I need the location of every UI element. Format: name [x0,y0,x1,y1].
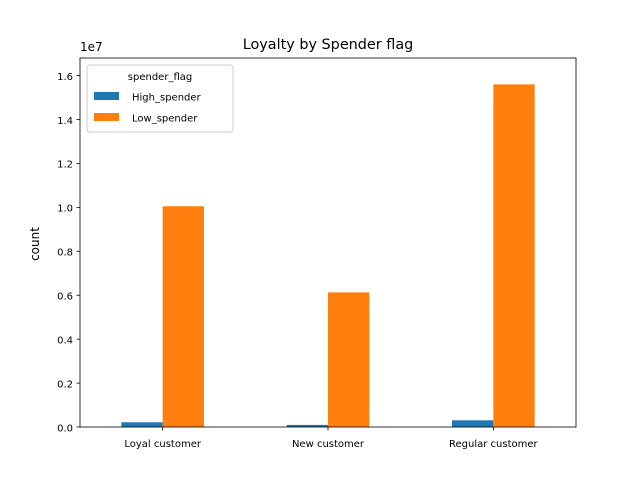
bar-low-spender-loyal-customer [162,206,204,427]
y-tick-label: 0.0 [57,423,73,434]
bar-low-spender-new-customer [328,292,370,427]
legend-swatch-low-spender [94,113,119,121]
y-tick-label: 1.6 [57,72,73,83]
bar-low-spender-regular-customer [493,84,535,428]
bar-high-spender-new-customer [286,424,328,427]
x-tick-label: Regular customer [449,439,539,450]
y-axis-offset-text: 1e7 [80,40,103,54]
y-tick-label: 0.8 [57,248,73,259]
y-tick-label: 0.4 [57,335,73,346]
bar-high-spender-loyal-customer [121,422,163,427]
y-tick-label: 1.2 [57,160,73,171]
legend-title: spender_flag [128,72,192,83]
x-tick-label: New customer [292,439,365,450]
y-tick-label: 1.0 [57,204,73,215]
y-tick-label: 0.2 [57,379,73,390]
y-axis-label: count [28,227,42,261]
legend-label-high-spender: High_spender [132,93,202,104]
legend-label-low-spender: Low_spender [132,114,198,125]
x-tick-label: Loyal customer [124,439,201,450]
y-tick-label: 0.6 [57,292,73,303]
y-tick-label: 1.4 [57,116,73,127]
chart-title: Loyalty by Spender flag [243,37,414,53]
legend-box [86,64,234,133]
legend-swatch-high-spender [94,92,119,100]
bar-high-spender-regular-customer [452,420,494,427]
